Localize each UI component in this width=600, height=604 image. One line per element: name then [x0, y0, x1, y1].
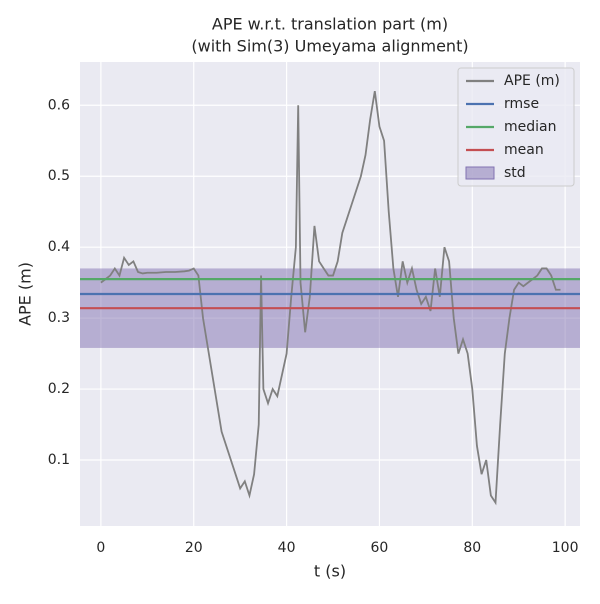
- x-tick-label: 20: [185, 540, 203, 556]
- legend-label: mean: [504, 142, 544, 158]
- y-tick-label: 0.6: [48, 97, 70, 113]
- y-tick-label: 0.1: [48, 452, 70, 468]
- legend-label: rmse: [504, 96, 539, 112]
- legend-label: median: [504, 119, 556, 135]
- y-tick-label: 0.5: [48, 168, 70, 184]
- y-tick-label: 0.2: [48, 381, 70, 397]
- ape-line: [100, 90, 561, 506]
- legend-label: std: [504, 165, 526, 181]
- legend-swatch: [465, 166, 495, 180]
- x-tick-label: 60: [371, 540, 389, 556]
- chart-title: APE w.r.t. translation part (m): [212, 15, 448, 34]
- legend-box: [457, 67, 575, 187]
- legend-label: APE (m): [504, 73, 560, 89]
- x-tick-label: 40: [278, 540, 296, 556]
- x-tick-label: 100: [552, 540, 579, 556]
- y-axis-label: APE (m): [16, 262, 35, 326]
- x-axis-label: t (s): [314, 562, 346, 581]
- x-tick-label: 80: [463, 540, 481, 556]
- y-tick-label: 0.3: [48, 310, 70, 326]
- y-tick-label: 0.4: [48, 239, 70, 255]
- chart-subtitle: (with Sim(3) Umeyama alignment): [191, 37, 468, 56]
- x-tick-label: 0: [96, 540, 105, 556]
